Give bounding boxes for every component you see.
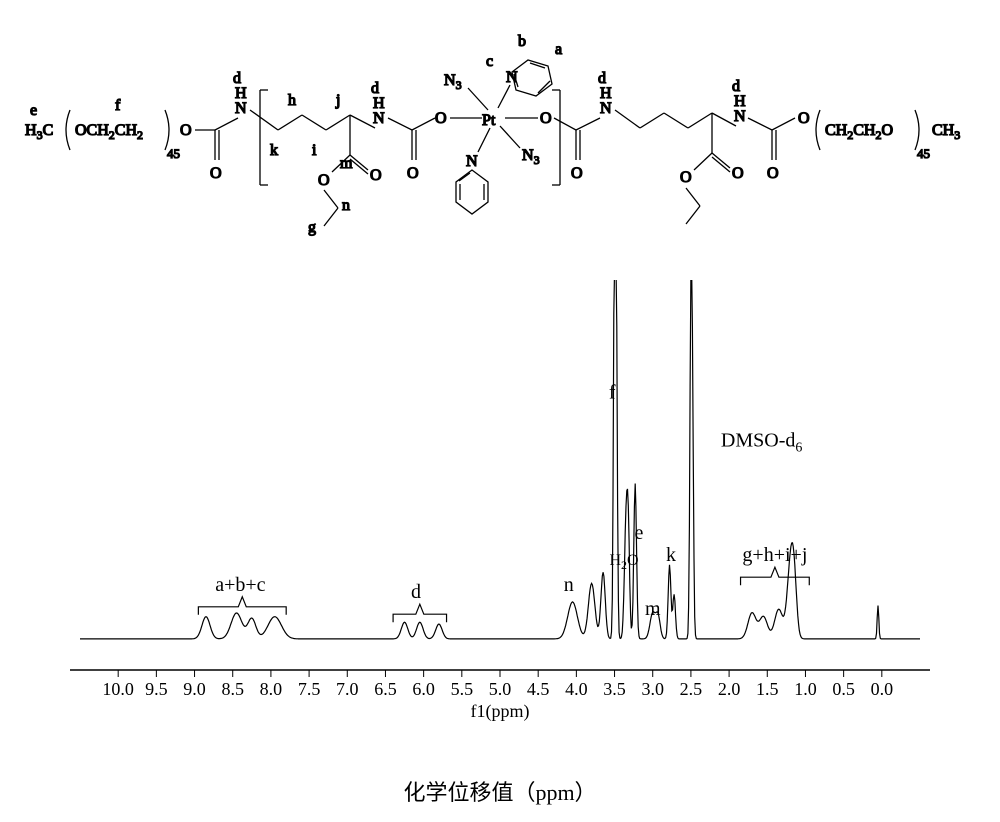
label-h: h <box>288 92 296 109</box>
svg-text:H: H <box>373 95 385 112</box>
svg-text:N: N <box>235 100 247 117</box>
label-d1: d <box>233 70 241 87</box>
svg-text:H: H <box>235 85 247 102</box>
svg-text:8.0: 8.0 <box>260 679 283 699</box>
x-axis-label: f1(ppm) <box>471 701 530 722</box>
group-n3-1: N3 <box>444 72 462 92</box>
peak-label: f <box>609 381 616 403</box>
repeat-45-right: 45 <box>917 146 930 161</box>
svg-text:9.5: 9.5 <box>145 679 168 699</box>
svg-text:O: O <box>798 110 810 127</box>
svg-text:3.0: 3.0 <box>641 679 664 699</box>
svg-text:2.5: 2.5 <box>680 679 703 699</box>
label-e: e <box>30 102 37 119</box>
nmr-figure: e H3C f OCH2CH2 45 O O N <box>0 0 1000 822</box>
label-b: b <box>518 33 526 50</box>
svg-text:4.5: 4.5 <box>527 679 550 699</box>
label-d4: d <box>732 78 740 95</box>
label-k: k <box>270 142 278 159</box>
structure-svg: e H3C f OCH2CH2 45 O O N <box>20 10 980 260</box>
svg-text:O: O <box>571 165 583 182</box>
label-d3: d <box>598 70 606 87</box>
nmr-svg: 10.0 9.5 9.0 8.5 8.0 7.5 7.0 6.5 6.0 5.5 5.0 4.5 4.0… <box>50 280 950 730</box>
svg-text:O: O <box>540 110 552 127</box>
peak-label: k <box>666 544 676 566</box>
svg-text:CH3: CH3 <box>932 122 960 142</box>
svg-text:N: N <box>600 100 612 117</box>
label-g: g <box>308 219 316 236</box>
label-i: i <box>312 142 317 159</box>
group-h3c-left: H3C <box>25 122 53 142</box>
spectrum-trace <box>80 280 920 639</box>
svg-text:O: O <box>180 122 192 139</box>
peak-label: d <box>411 581 421 603</box>
svg-text:CH2CH2O: CH2CH2O <box>825 122 893 142</box>
svg-text:9.0: 9.0 <box>183 679 206 699</box>
svg-text:O: O <box>767 165 779 182</box>
peak-label: a+b+c <box>215 574 265 596</box>
nmr-spectrum: 10.0 9.5 9.0 8.5 8.0 7.5 7.0 6.5 6.0 5.5 5.0 4.5 4.0… <box>50 280 950 730</box>
peak-label: e <box>635 522 644 544</box>
svg-text:7.5: 7.5 <box>298 679 321 699</box>
svg-text:N: N <box>373 110 385 127</box>
peak-label: m <box>645 598 661 620</box>
label-a: a <box>555 41 562 58</box>
label-f: f <box>115 97 121 114</box>
svg-text:O: O <box>732 165 744 182</box>
svg-text:H: H <box>600 85 612 102</box>
atom-pt: Pt <box>482 112 496 129</box>
svg-text:O: O <box>680 169 692 186</box>
svg-text:6.5: 6.5 <box>374 679 397 699</box>
svg-text:2.0: 2.0 <box>718 679 741 699</box>
svg-text:0.5: 0.5 <box>832 679 855 699</box>
svg-text:6.0: 6.0 <box>412 679 435 699</box>
peak-label: g+h+i+j <box>742 544 807 566</box>
svg-text:8.5: 8.5 <box>221 679 244 699</box>
peak-label: n <box>564 574 574 596</box>
label-j: j <box>335 92 340 109</box>
chemical-structure: e H3C f OCH2CH2 45 O O N <box>20 10 980 260</box>
svg-text:O: O <box>210 165 222 182</box>
svg-text:O: O <box>370 167 382 184</box>
svg-text:0.0: 0.0 <box>871 679 894 699</box>
svg-text:3.5: 3.5 <box>603 679 626 699</box>
svg-text:H: H <box>734 93 746 110</box>
svg-text:10.0: 10.0 <box>102 679 134 699</box>
svg-text:1.0: 1.0 <box>794 679 817 699</box>
svg-text:1.5: 1.5 <box>756 679 779 699</box>
svg-text:O: O <box>407 165 419 182</box>
water-label: H2O <box>609 552 638 572</box>
svg-text:O: O <box>435 110 447 127</box>
svg-text:5.0: 5.0 <box>489 679 512 699</box>
group-och2-left: OCH2CH2 <box>75 122 143 142</box>
svg-text:4.0: 4.0 <box>565 679 588 699</box>
group-n3-2: N3 <box>522 147 540 167</box>
label-c: c <box>486 53 493 70</box>
repeat-45-left: 45 <box>167 146 180 161</box>
caption: 化学位移值（ppm） <box>0 775 1000 807</box>
label-d2: d <box>371 80 379 97</box>
label-n: n <box>342 197 350 214</box>
solvent-label: DMSO-d6 <box>721 430 802 456</box>
svg-text:N: N <box>466 153 478 170</box>
svg-text:7.0: 7.0 <box>336 679 359 699</box>
svg-text:O: O <box>318 172 330 189</box>
svg-text:N: N <box>734 108 746 125</box>
svg-text:5.5: 5.5 <box>451 679 474 699</box>
